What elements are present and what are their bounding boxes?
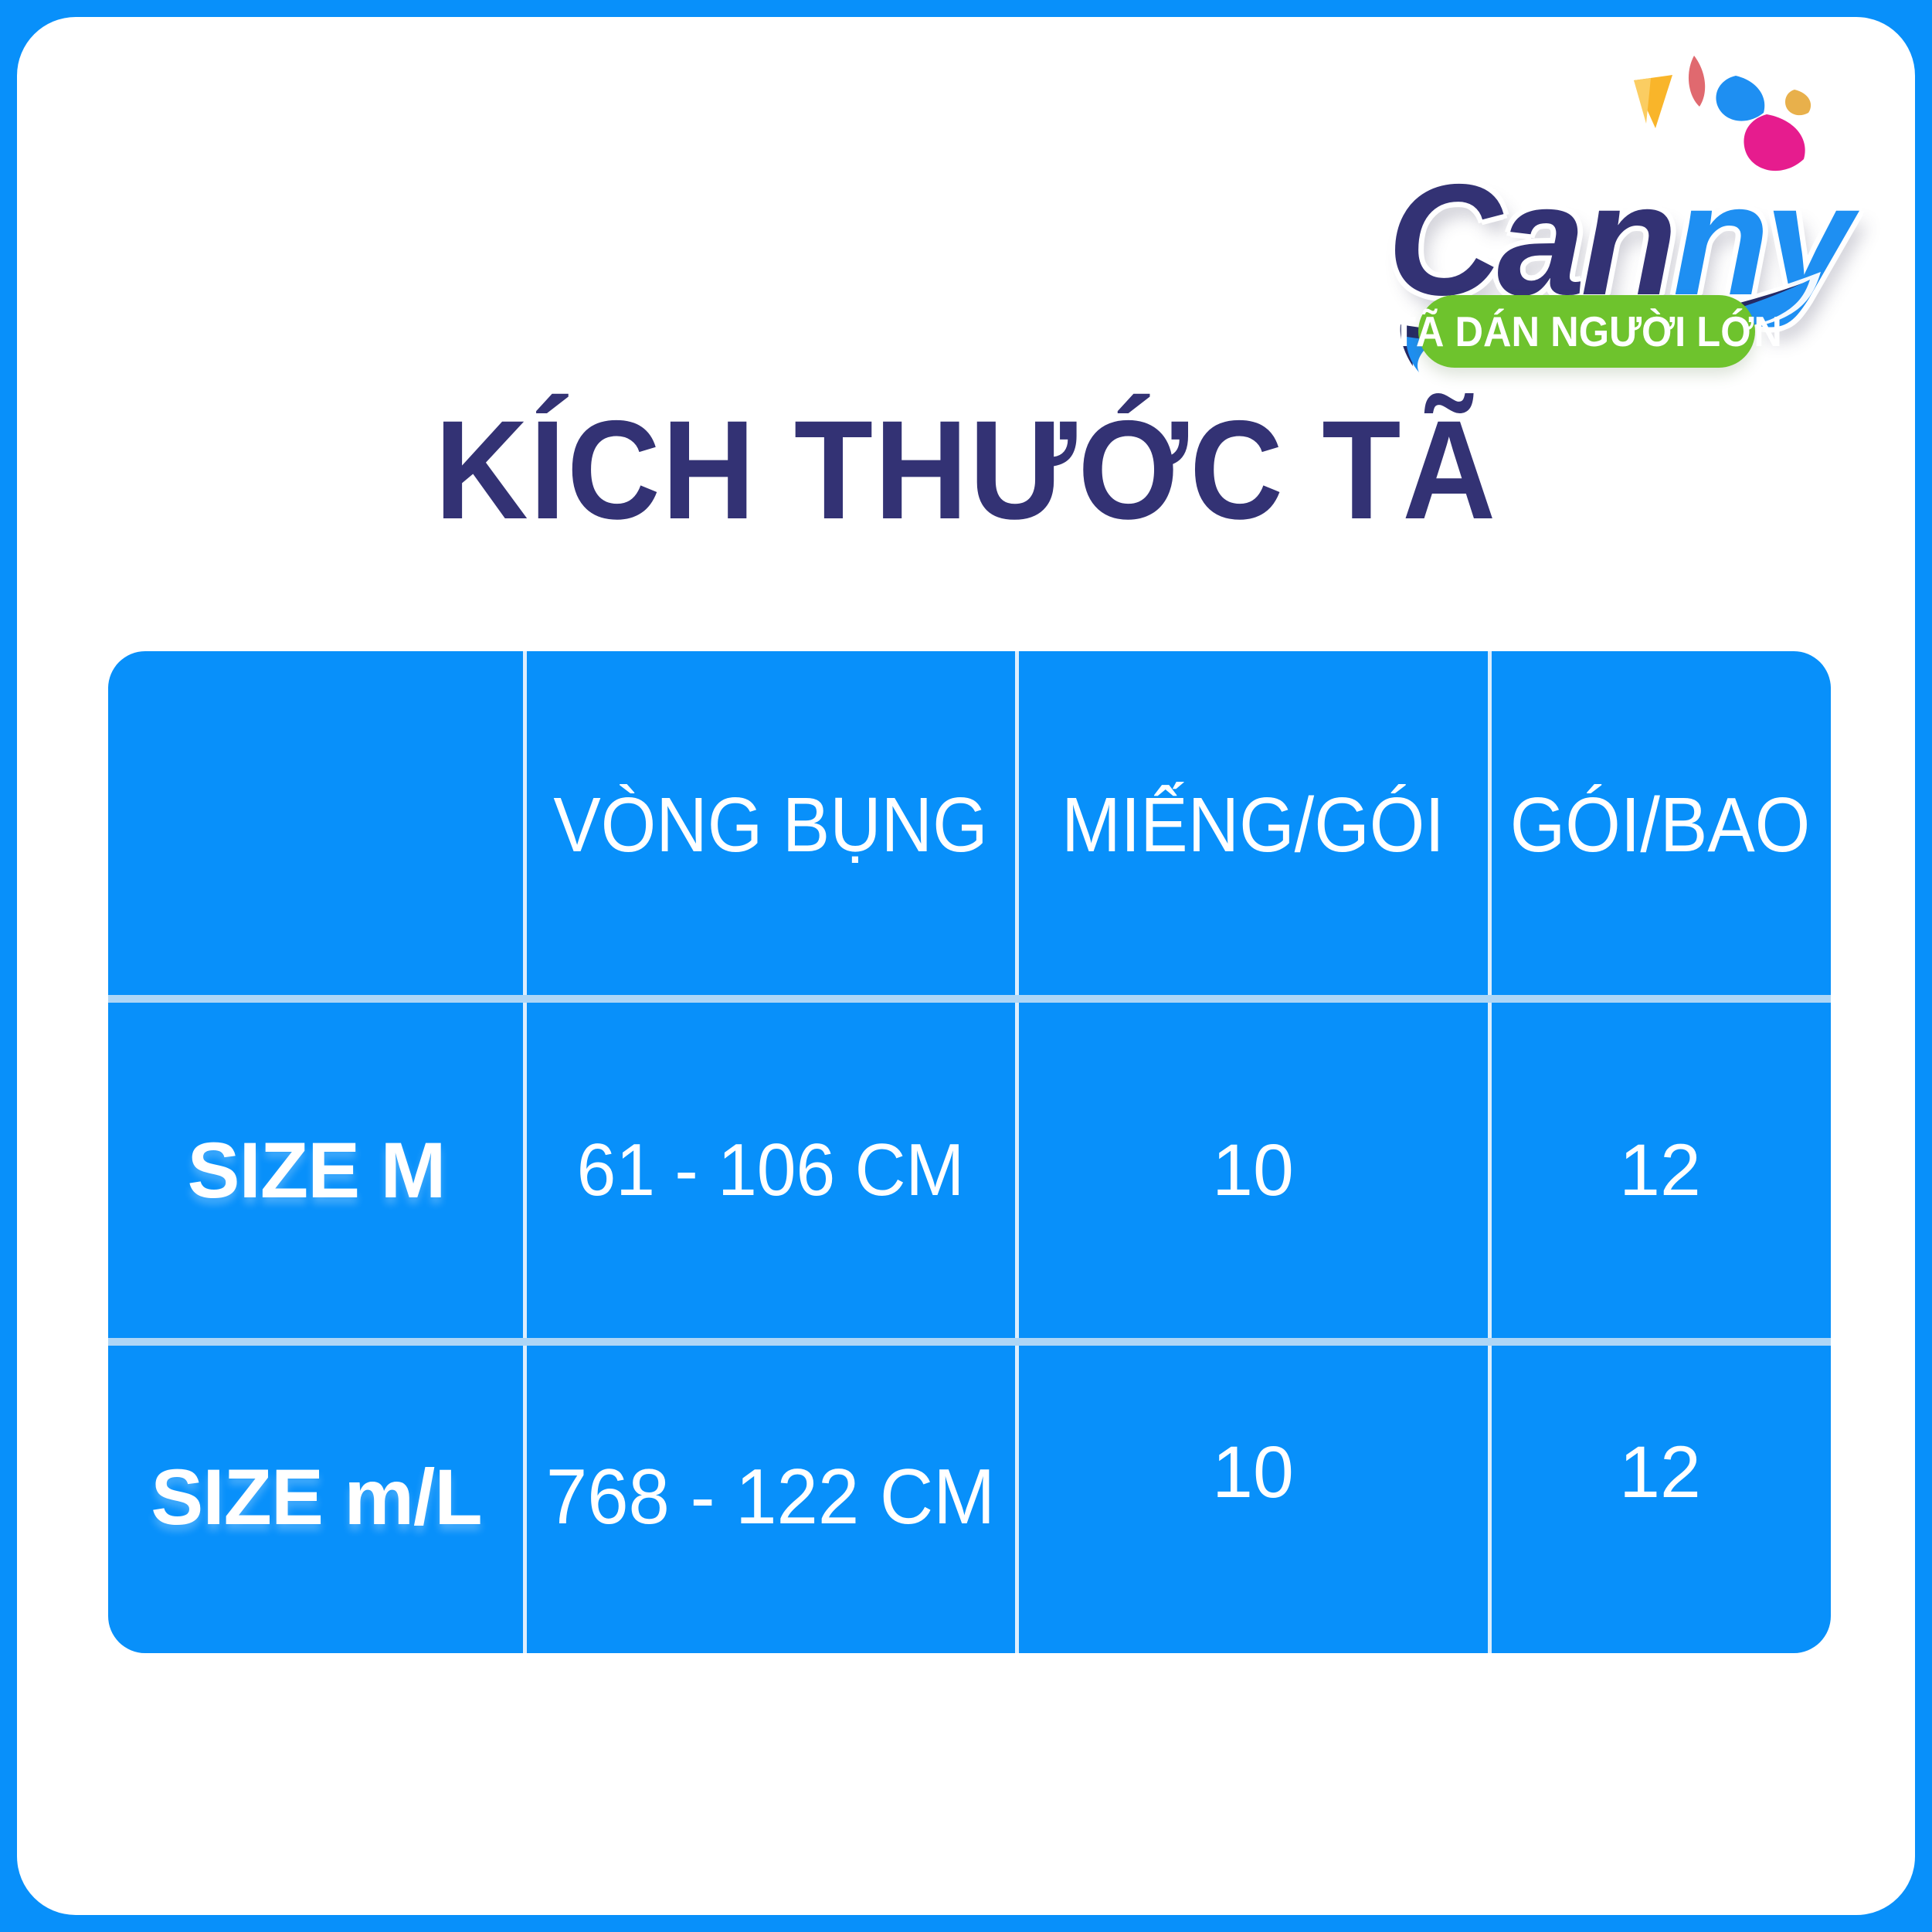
header-cell-pieces: MIẾNG/GÓI <box>1061 781 1445 868</box>
size-table: VÒNG BỤNG MIẾNG/GÓI GÓI/BAO SIZE M 61 - … <box>108 651 1831 1653</box>
row-size-ml-label: SIZE m/L <box>151 1453 482 1541</box>
row-size-m-waist: 61 - 106 CM <box>576 1129 965 1211</box>
size-table-grid: VÒNG BỤNG MIẾNG/GÓI GÓI/BAO SIZE M 61 - … <box>108 651 1831 1653</box>
page-title: KÍCH THƯỚC TÃ <box>0 385 1932 555</box>
column-divider-1 <box>523 651 527 1653</box>
column-divider-2 <box>1015 651 1019 1653</box>
droplet-blue-icon <box>1716 76 1765 121</box>
header-cell-packs: GÓI/BAO <box>1509 781 1811 868</box>
row-size-m-pieces: 10 <box>1212 1129 1294 1211</box>
brand-tagline: TÃ DÁN NGƯỜI LỚN <box>1391 307 1782 355</box>
row-size-ml-waist: 768 - 122 CM <box>545 1454 996 1540</box>
brand-logo: Canny TÃ DÁN NGƯỜI LỚN <box>1386 54 1859 379</box>
header-cell-waist: VÒNG BỤNG <box>553 781 988 868</box>
row-size-ml-packs: 12 <box>1489 1342 1831 1653</box>
droplet-magenta-icon <box>1744 114 1805 171</box>
row-divider-2 <box>108 1338 1831 1346</box>
brand-wordmark-part1: Can <box>1387 151 1677 328</box>
row-size-ml-packs-value: 12 <box>1619 1431 1701 1513</box>
row-size-m-packs: 12 <box>1619 1129 1701 1211</box>
header-cell-empty <box>125 651 508 999</box>
droplet-yellow-light-icon <box>1634 78 1651 124</box>
row-size-ml-pieces: 10 <box>1017 1342 1489 1653</box>
splash-droplets-icon <box>1634 56 1811 171</box>
row-size-m-label: SIZE M <box>187 1126 446 1214</box>
droplet-coral-icon <box>1688 56 1706 107</box>
brand-tagline-badge: TÃ DÁN NGƯỜI LỚN <box>1392 295 1781 368</box>
droplet-gold-icon <box>1785 90 1811 116</box>
brand-wordmark: Canny <box>1387 161 1853 319</box>
row-divider-1 <box>108 995 1831 1003</box>
column-divider-3 <box>1488 651 1492 1653</box>
page-title-text: KÍCH THƯỚC TÃ <box>434 391 1498 548</box>
row-size-ml-pieces-value: 10 <box>1212 1431 1294 1513</box>
